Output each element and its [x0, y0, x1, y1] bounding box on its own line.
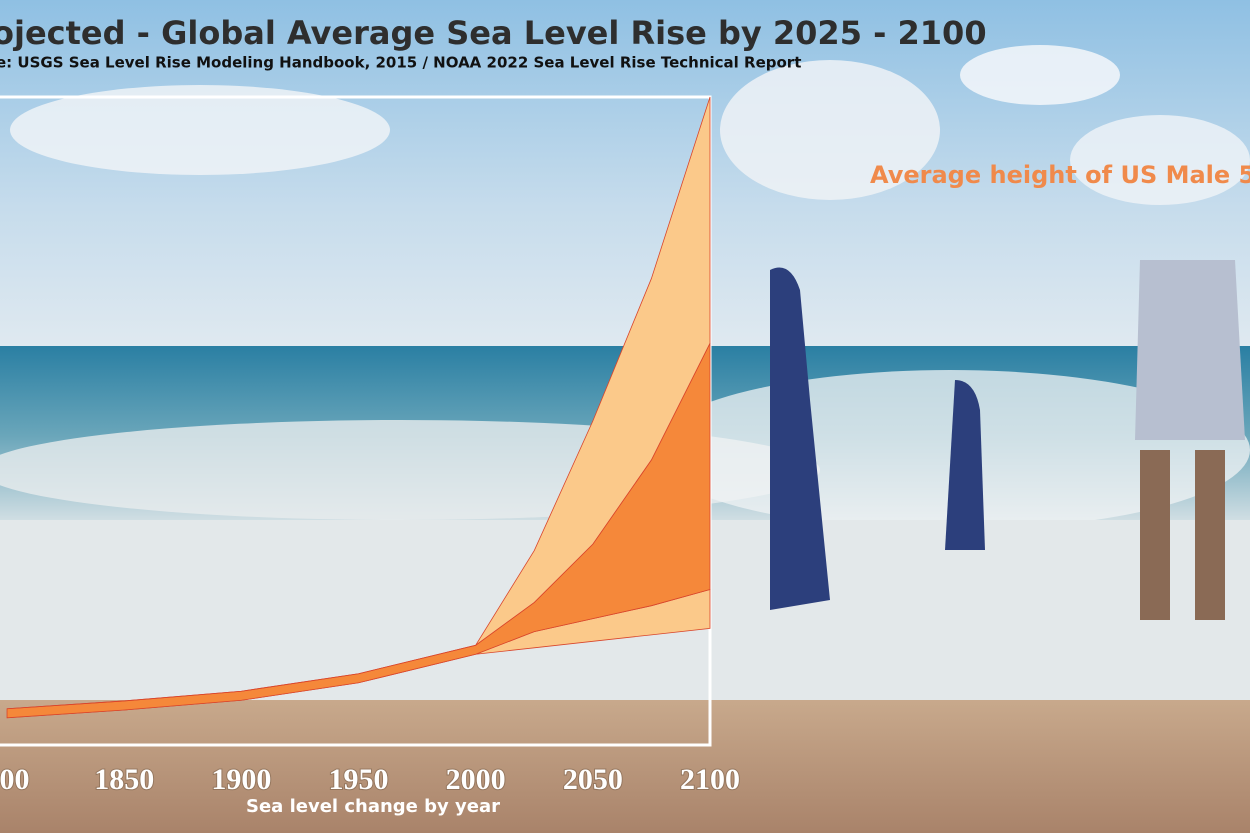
x-tick-label: 2100	[680, 763, 740, 796]
x-tick-label: 2050	[563, 763, 623, 796]
annotation: Average height of US Male 5’	[870, 161, 1250, 189]
chart-title: ojected - Global Average Sea Level Rise …	[0, 14, 987, 52]
x-axis-label: Sea level change by year	[246, 796, 500, 817]
x-tick-label: 1850	[94, 763, 154, 796]
x-tick-label: 2000	[446, 763, 506, 796]
plot-area	[6, 96, 711, 719]
chart-subtitle: e: USGS Sea Level Rise Modeling Handbook…	[0, 54, 801, 72]
x-tick-label: 1950	[329, 763, 389, 796]
x-tick-label: 300	[0, 763, 30, 796]
x-tick-label: 1900	[211, 763, 271, 796]
area-band	[7, 96, 711, 710]
